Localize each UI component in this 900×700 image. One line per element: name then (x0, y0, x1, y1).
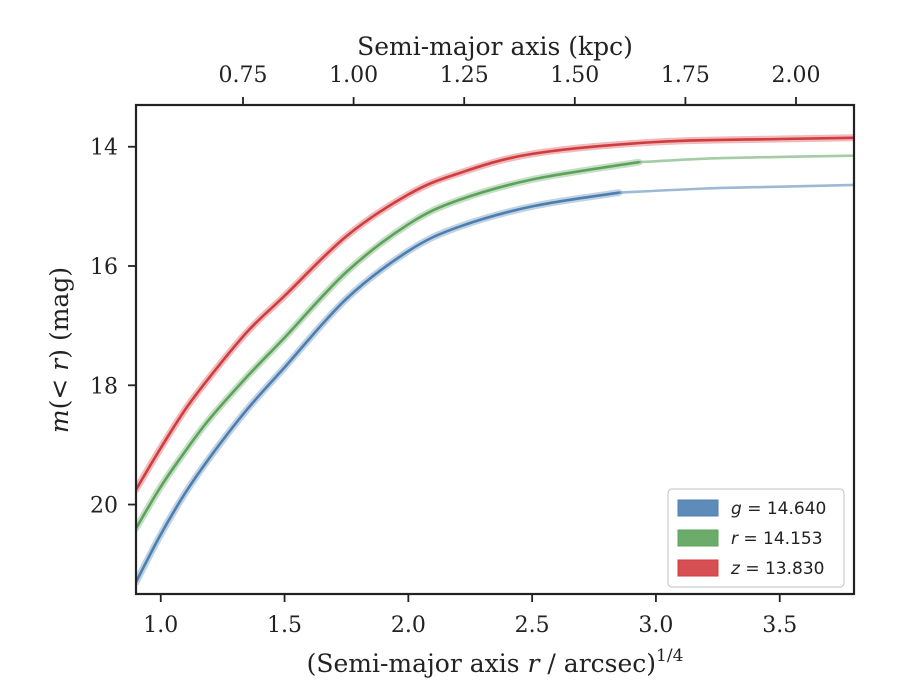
x-tick-label: 3.5 (762, 613, 797, 638)
plot-frame (134, 103, 856, 596)
legend-label-z: z = 13.830 (730, 559, 824, 579)
x-tick-label: 1.0 (143, 613, 178, 638)
x-tick-label: 2.0 (391, 613, 426, 638)
y-tick-label: 20 (90, 494, 118, 519)
top-tick-label: 1.25 (440, 63, 489, 88)
y-tick-label: 16 (90, 255, 118, 280)
top-tick-label: 1.75 (661, 63, 710, 88)
ticks-layer: 1.0 1.5 2.0 2.5 3.0 3.5 14 16 18 20 0.75 1.00 1.25 1.… (90, 63, 820, 638)
y-tick-label: 14 (90, 136, 118, 161)
x-tick-label: 3.0 (638, 613, 673, 638)
top-tick-label: 0.75 (219, 63, 268, 88)
series-g-band (136, 189, 623, 586)
legend-label-g: g = 14.640 (731, 499, 826, 519)
x-tick-label: 1.5 (267, 613, 302, 638)
x-axis-title: (Semi-major axis r / arcsec)1/4 (307, 646, 684, 678)
series-r-band (136, 158, 643, 532)
y-tick-label: 18 (90, 374, 118, 399)
top-tick-label: 1.00 (329, 63, 378, 88)
legend-swatch-r (677, 529, 719, 547)
series-layer (136, 134, 854, 586)
series-g-extrapolation (617, 183, 854, 194)
top-axis-title: Semi-major axis (kpc) (357, 32, 633, 61)
legend: g = 14.640 r = 14.153 z = 13.830 (667, 488, 845, 588)
series-r-extrapolation (637, 154, 854, 164)
legend-swatch-z (677, 559, 719, 577)
legend-label-r: r = 14.153 (731, 529, 823, 549)
top-tick-label: 1.50 (550, 63, 599, 88)
series-r-line (136, 160, 640, 530)
x-tick-label: 2.5 (515, 613, 550, 638)
legend-swatch-g (677, 499, 719, 517)
top-tick-label: 2.00 (772, 63, 821, 88)
series-z-line (136, 136, 854, 491)
series-g-line (136, 191, 621, 584)
y-axis-title: m(< r) (mag) (45, 267, 74, 433)
